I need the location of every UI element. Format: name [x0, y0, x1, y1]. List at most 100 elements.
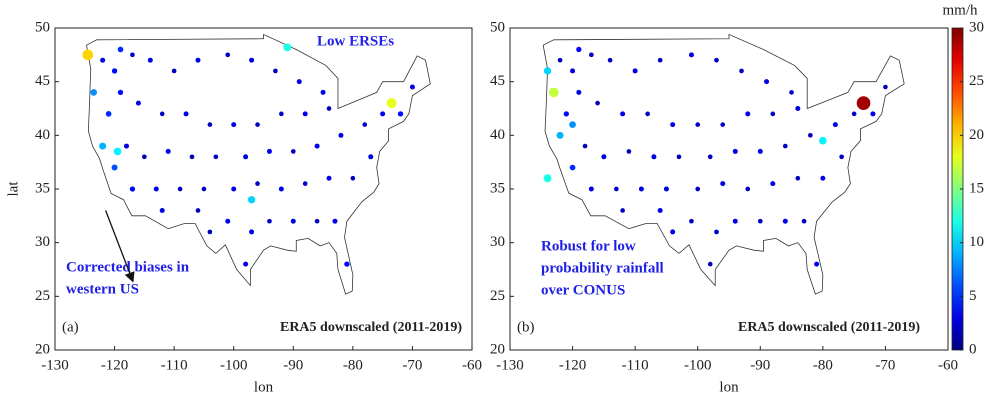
station-point	[153, 186, 159, 192]
station-point	[732, 148, 738, 154]
station-point	[273, 68, 278, 74]
colorbar-label: mm/h	[942, 2, 978, 18]
station-point	[714, 57, 719, 63]
station-point	[688, 52, 694, 58]
station-point	[99, 142, 107, 150]
station-point	[651, 154, 657, 160]
station-point	[302, 181, 308, 186]
y-tick-label: 45	[35, 73, 50, 89]
station-point	[663, 186, 669, 192]
colorbar-tick-label: 0	[969, 341, 977, 357]
station-point	[302, 111, 308, 117]
station-point	[243, 261, 249, 267]
station-point	[588, 186, 594, 192]
station-point	[883, 84, 888, 90]
station-point	[247, 196, 256, 204]
station-point	[249, 229, 255, 235]
station-point	[607, 57, 613, 63]
station-point	[255, 122, 260, 127]
x-tick-label: -120	[559, 357, 587, 373]
station-point	[362, 122, 368, 127]
station-point	[386, 98, 397, 109]
station-point	[626, 149, 632, 154]
y-tick-label: 35	[490, 180, 505, 196]
x-tick-label: -90	[283, 357, 303, 373]
station-point	[695, 186, 701, 192]
y-tick-label: 35	[35, 180, 50, 196]
station-point	[195, 57, 201, 63]
colorbar-tick-label: 25	[969, 73, 984, 89]
station-point	[570, 68, 576, 74]
x-tick-label: -70	[875, 357, 895, 373]
x-tick-label: -100	[220, 357, 248, 373]
station-point	[207, 229, 213, 235]
station-point	[159, 207, 165, 213]
station-point	[543, 174, 552, 183]
y-tick-label: 40	[490, 127, 505, 143]
station-point	[557, 57, 563, 63]
station-point	[290, 218, 296, 224]
x-tick-label: -80	[813, 357, 833, 373]
station-point	[819, 136, 827, 145]
station-point	[397, 111, 404, 117]
y-tick-label: 50	[35, 19, 50, 35]
station-point	[296, 79, 302, 85]
station-point	[100, 57, 106, 63]
station-point	[556, 131, 564, 139]
station-point	[707, 261, 713, 267]
station-point	[638, 186, 644, 192]
us-outline	[86, 33, 431, 295]
station-point	[314, 218, 320, 224]
y-tick-label: 20	[490, 341, 505, 357]
station-point	[576, 89, 582, 95]
station-point	[595, 100, 600, 106]
station-point	[789, 90, 794, 95]
station-point	[231, 186, 237, 192]
station-point	[657, 57, 663, 63]
y-tick-label: 50	[490, 19, 505, 35]
station-point	[266, 148, 272, 154]
station-point	[231, 122, 237, 128]
station-point	[620, 111, 626, 117]
station-point	[856, 96, 871, 110]
station-point	[770, 181, 776, 187]
station-point	[543, 67, 552, 75]
x-tick-label: -100	[684, 357, 712, 373]
station-point	[344, 261, 350, 267]
station-point	[632, 68, 638, 74]
station-point	[380, 111, 386, 117]
station-point	[601, 154, 607, 160]
station-point	[326, 106, 332, 111]
station-point	[105, 111, 112, 117]
y-tick-label: 30	[490, 234, 505, 250]
panel-label: (a)	[62, 319, 79, 335]
station-point	[832, 122, 838, 128]
station-point	[714, 229, 719, 235]
station-point	[739, 68, 744, 74]
colorbar-tick-label: 20	[969, 127, 984, 143]
station-point	[745, 186, 751, 192]
station-point	[368, 154, 374, 160]
station-point	[548, 87, 559, 98]
station-point	[695, 122, 701, 127]
station-point	[225, 52, 231, 58]
station-point	[569, 121, 576, 128]
x-tick-label: -60	[938, 357, 958, 373]
station-point	[283, 43, 292, 52]
station-point	[290, 149, 296, 154]
x-axis-label: lon	[719, 379, 739, 395]
y-axis-label: lat	[5, 181, 21, 197]
station-point	[213, 154, 219, 160]
station-point	[130, 52, 135, 58]
station-point	[764, 79, 770, 85]
station-point	[808, 133, 813, 138]
x-tick-label: -80	[343, 357, 363, 373]
station-point	[670, 229, 676, 235]
station-point	[645, 111, 650, 117]
colorbar-tick-label: 15	[969, 180, 984, 196]
station-point	[757, 218, 763, 224]
station-point	[851, 111, 857, 117]
station-point	[243, 154, 249, 160]
station-point	[165, 148, 171, 154]
